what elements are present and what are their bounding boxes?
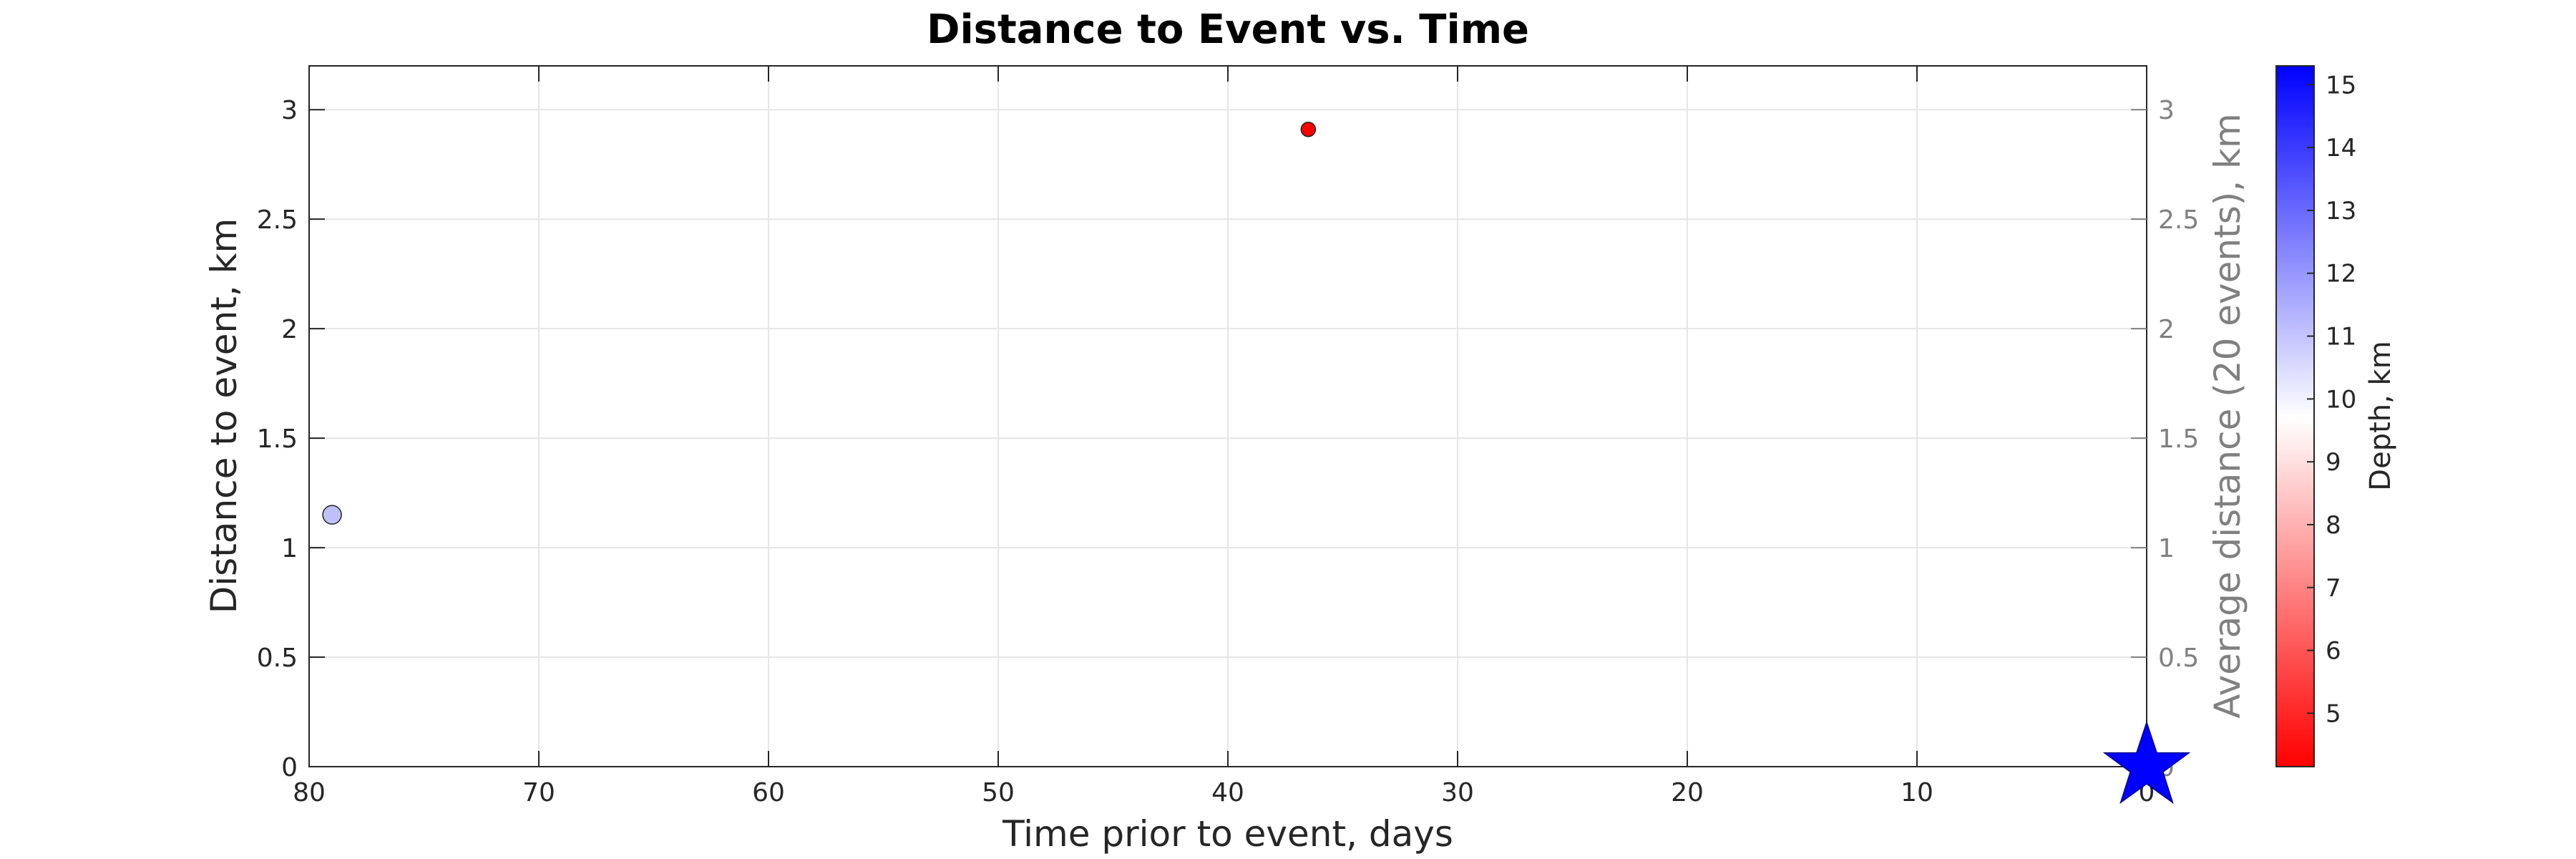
y-tick-label: 0	[281, 753, 298, 782]
x-tick-label: 10	[1901, 778, 1933, 807]
y-axis-label: Distance to event, km	[203, 218, 245, 613]
x-axis-label: Time prior to event, days	[1002, 813, 1453, 855]
y-tick-label: 1.5	[257, 424, 298, 454]
y-right-tick-label: 3	[2158, 96, 2175, 125]
x-tick-label: 80	[293, 778, 326, 807]
y-right-tick-label: 0.5	[2158, 644, 2199, 673]
colorbar-tick-label: 6	[2326, 637, 2341, 666]
y-axis-label-right: Average distance (20 events), km	[2207, 113, 2248, 718]
colorbar-tick-label: 14	[2326, 134, 2356, 162]
y-tick-label: 3	[281, 96, 298, 125]
data-point	[322, 505, 342, 525]
colorbar-tick-label: 5	[2326, 699, 2341, 728]
colorbar-tick-label: 15	[2326, 71, 2356, 100]
x-tick-label: 70	[522, 778, 555, 807]
colorbar-tick-label: 7	[2326, 574, 2341, 603]
x-tick-label: 30	[1441, 778, 1474, 807]
colorbar-label: Depth, km	[2364, 341, 2397, 490]
y-right-tick-label: 2	[2158, 315, 2175, 344]
data-point	[1300, 121, 1317, 137]
y-tick-label: 1	[281, 534, 298, 563]
colorbar	[2275, 65, 2315, 767]
y-right-tick-label: 2.5	[2158, 205, 2199, 235]
x-tick-label: 60	[752, 778, 785, 807]
colorbar-tick-label: 13	[2326, 197, 2356, 225]
event-star-marker	[2102, 720, 2191, 805]
colorbar-tick-label: 11	[2326, 323, 2356, 351]
colorbar-tick-label: 12	[2326, 260, 2356, 288]
x-tick-label: 20	[1671, 778, 1704, 807]
x-tick-label: 50	[982, 778, 1015, 807]
chart-title: Distance to Event vs. Time	[927, 6, 1529, 53]
y-tick-label: 2.5	[257, 205, 298, 235]
y-tick-label: 0.5	[257, 644, 298, 673]
x-tick-label: 40	[1211, 778, 1244, 807]
colorbar-tick-label: 8	[2326, 511, 2341, 540]
y-right-tick-label: 1	[2158, 534, 2175, 563]
y-right-tick-label: 1.5	[2158, 424, 2199, 454]
colorbar-tick-label: 9	[2326, 448, 2341, 477]
y-tick-label: 2	[281, 315, 298, 344]
colorbar-tick-label: 10	[2326, 385, 2356, 414]
